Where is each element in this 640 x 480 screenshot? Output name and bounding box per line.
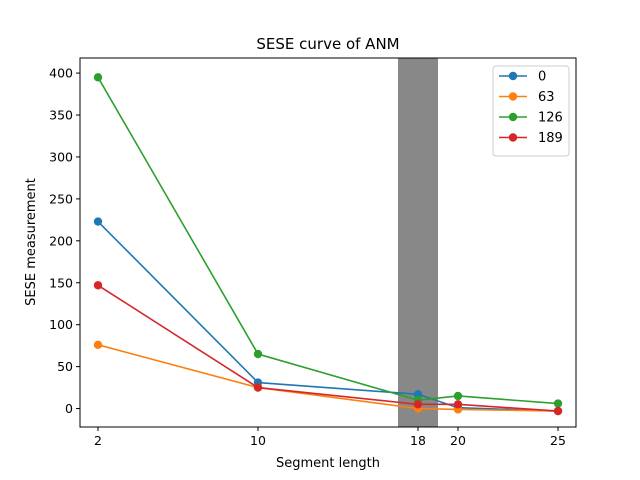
plot-area	[93, 58, 563, 427]
data-point-0-18	[413, 390, 423, 399]
x-tick-label-25: 25	[550, 433, 566, 448]
data-point-126-10	[253, 349, 263, 359]
data-point-126-20	[453, 391, 463, 401]
legend-label-63: 63	[538, 90, 555, 105]
legend-label-189: 189	[538, 131, 563, 146]
data-point-189-20	[453, 400, 463, 409]
data-point-63-2	[93, 340, 103, 350]
data-point-189-18	[413, 400, 423, 409]
plot-frame	[79, 57, 577, 428]
data-point-126-25	[553, 399, 563, 408]
x-axis-label: Segment length	[276, 456, 380, 471]
legend-label-126: 126	[538, 111, 563, 126]
x-tick-label-2: 2	[94, 433, 102, 448]
y-tick-label-250: 250	[49, 191, 73, 206]
legend: 0 63 126 189	[492, 65, 570, 157]
highlight-band	[398, 58, 438, 427]
legend-marker-63	[508, 92, 518, 101]
y-tick-label-50: 50	[57, 359, 73, 374]
data-point-0-2	[93, 217, 103, 226]
y-tick-label-200: 200	[49, 233, 73, 248]
legend-marker-0	[508, 71, 518, 81]
legend-marker-126	[508, 112, 518, 122]
x-tick-label-10: 10	[250, 433, 266, 448]
y-tick-label-150: 150	[49, 275, 73, 290]
data-point-189-10	[253, 383, 263, 392]
data-point-126-2	[93, 73, 103, 82]
x-tick-label-18: 18	[410, 433, 426, 448]
y-tick-label-350: 350	[49, 108, 73, 123]
series-line-126	[97, 76, 559, 405]
legend-label-0: 0	[538, 70, 546, 85]
y-tick-label-400: 400	[49, 66, 73, 81]
y-tick-label-300: 300	[49, 149, 73, 164]
y-tick-label-0: 0	[65, 401, 73, 416]
data-point-189-2	[93, 281, 103, 290]
series-line-0	[97, 220, 559, 412]
chart-title: SESE curve of ANM	[256, 35, 399, 53]
series-line-189	[97, 284, 559, 412]
x-tick-label-20: 20	[450, 433, 466, 448]
series-line-63	[97, 344, 559, 412]
y-axis-label: SESE measurement	[24, 178, 39, 306]
legend-marker-189	[508, 133, 518, 142]
y-tick-label-100: 100	[49, 317, 73, 332]
data-point-189-25	[553, 406, 563, 416]
